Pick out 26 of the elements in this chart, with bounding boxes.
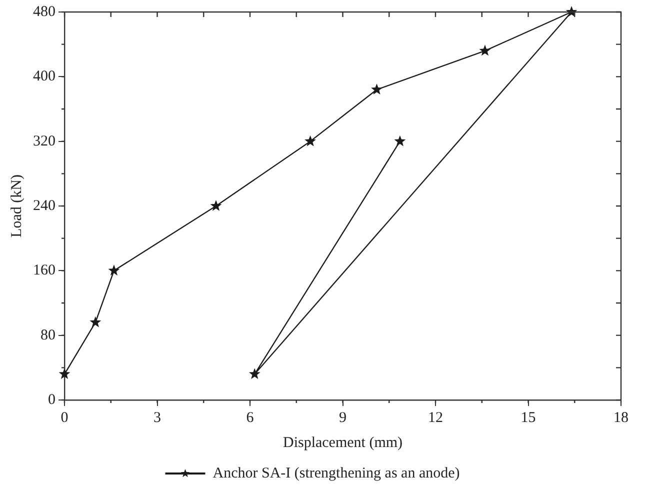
point (58, 368, 70, 379)
point (90, 316, 102, 328)
point (479, 44, 491, 56)
x-axis-title: Displacement (mm) (282, 434, 403, 451)
x-tick-label: 12 (428, 410, 443, 426)
y-tick-label: 0 (48, 392, 56, 408)
y-tick-label: 320 (33, 133, 56, 150)
point (248, 368, 260, 379)
x-tick-label: 6 (246, 410, 254, 426)
x-tick-label: 15 (520, 410, 536, 426)
legend-label: Anchor SA-I (strengthening as an anode) (212, 465, 460, 482)
point (210, 200, 222, 211)
point (108, 264, 120, 276)
y-axis-title: Load (kN) (8, 174, 25, 238)
x-tick-label: 3 (154, 410, 161, 426)
point (371, 84, 382, 94)
x-tick-label: 0 (60, 410, 68, 426)
y-tick-label: 480 (33, 4, 56, 20)
y-tick-label: 240 (33, 198, 56, 214)
x-tick-label: 18 (614, 410, 628, 426)
x-tick-label: 9 (339, 410, 346, 426)
point (304, 135, 316, 146)
y-tick-label: 80 (40, 327, 56, 344)
y-tick-label: 400 (33, 68, 56, 85)
y-tick-label: 160 (33, 262, 56, 279)
point (394, 135, 406, 146)
